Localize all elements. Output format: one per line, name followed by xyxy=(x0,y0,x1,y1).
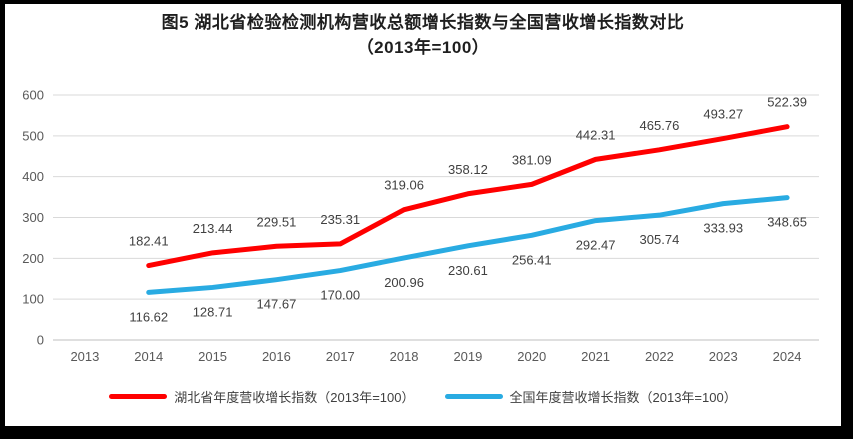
data-label: 213.44 xyxy=(193,221,233,236)
legend-swatch-national-line-icon xyxy=(444,393,503,399)
x-axis-tick-label: 2022 xyxy=(645,349,674,364)
data-label: 230.61 xyxy=(448,263,488,278)
data-label: 305.74 xyxy=(640,232,680,247)
data-label: 235.31 xyxy=(320,212,360,227)
x-axis-tick-label: 2015 xyxy=(198,349,227,364)
data-label: 229.51 xyxy=(257,214,297,229)
data-label: 200.96 xyxy=(384,275,424,290)
data-label: 442.31 xyxy=(576,127,616,142)
data-label: 319.06 xyxy=(384,178,424,193)
y-axis-tick-label: 100 xyxy=(22,292,44,307)
data-label: 358.12 xyxy=(448,162,488,177)
x-axis-tick-label: 2020 xyxy=(517,349,546,364)
legend-item-hubei: 湖北省年度营收增长指数（2013年=100） xyxy=(109,387,415,406)
x-axis-tick-label: 2021 xyxy=(581,349,610,364)
data-label: 493.27 xyxy=(703,107,743,122)
series-line-0 xyxy=(146,124,790,269)
legend-swatch-hubei-line-icon xyxy=(109,393,168,399)
y-axis-tick-label: 200 xyxy=(22,251,44,266)
data-label: 381.09 xyxy=(512,152,552,167)
chart-title: 图5 湖北省检验检测机构营收总额增长指数与全国营收增长指数对比 （2013年=1… xyxy=(5,10,841,60)
x-axis-tick-label: 2024 xyxy=(773,349,802,364)
y-axis-tick-label: 300 xyxy=(22,210,44,225)
data-label: 348.65 xyxy=(767,215,807,230)
x-axis-tick-label: 2018 xyxy=(390,349,419,364)
line-chart-plot-area: 0 100 200 300 400 500 600 2013 2014 2015 2016 2017 2… xyxy=(22,88,819,364)
legend-label-hubei: 湖北省年度营收增长指数（2013年=100） xyxy=(174,389,415,405)
y-axis-tick-label: 400 xyxy=(22,169,44,184)
data-label: 128.71 xyxy=(193,304,233,319)
data-label: 147.67 xyxy=(257,297,297,312)
legend-label-national: 全国年度营收增长指数（2013年=100） xyxy=(509,389,737,405)
data-label: 292.47 xyxy=(576,238,616,253)
data-label: 170.00 xyxy=(320,288,360,303)
y-axis-tick-label: 600 xyxy=(22,88,44,103)
chart-title-line2: （2013年=100） xyxy=(356,38,490,57)
x-axis-tick-label: 2014 xyxy=(134,349,163,364)
data-label: 256.41 xyxy=(512,252,552,267)
x-axis-tick-label: 2016 xyxy=(262,349,291,364)
x-axis-tick-label: 2023 xyxy=(709,349,738,364)
data-label: 522.39 xyxy=(767,95,807,110)
chart-title-line1: 图5 湖北省检验检测机构营收总额增长指数与全国营收增长指数对比 xyxy=(161,13,685,32)
x-axis-tick-label: 2013 xyxy=(70,349,99,364)
data-label: 182.41 xyxy=(129,234,169,249)
y-axis-tick-label: 0 xyxy=(37,333,44,348)
chart-legend: 湖北省年度营收增长指数（2013年=100） 全国年度营收增长指数（2013年=… xyxy=(5,385,841,407)
legend-item-national: 全国年度营收增长指数（2013年=100） xyxy=(444,387,737,406)
series-line-1 xyxy=(146,195,790,295)
data-label: 116.62 xyxy=(129,309,168,324)
x-axis-tick-label: 2019 xyxy=(453,349,482,364)
x-axis-tick-label: 2017 xyxy=(326,349,355,364)
data-label: 333.93 xyxy=(703,221,743,236)
data-label: 465.76 xyxy=(640,118,680,133)
y-axis-tick-label: 500 xyxy=(22,128,44,143)
